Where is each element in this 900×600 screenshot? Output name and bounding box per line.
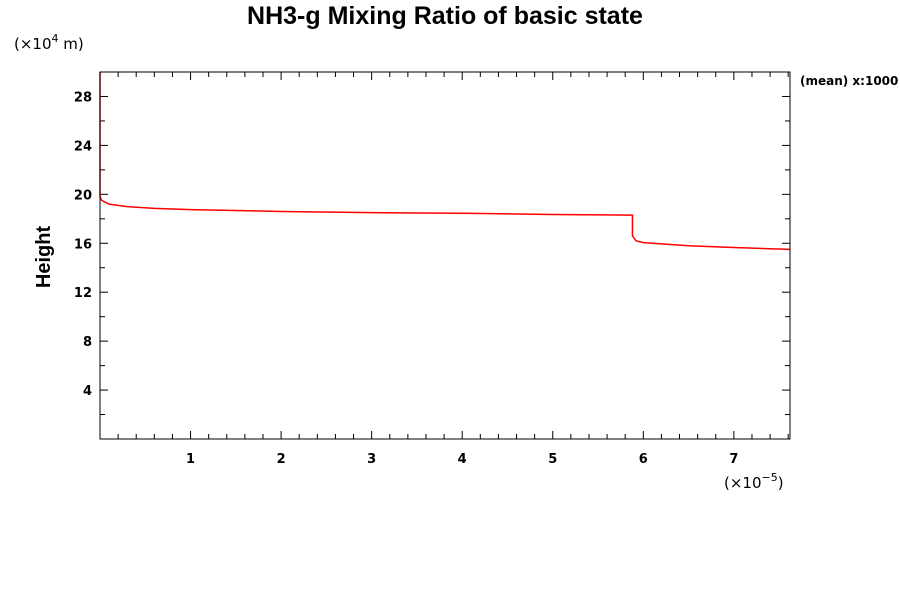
y-tick-label: 8 bbox=[83, 335, 92, 350]
y-axis-label: Height bbox=[33, 226, 55, 289]
plot-frame bbox=[99, 71, 791, 440]
y-tick-label: 20 bbox=[74, 188, 92, 203]
series-line bbox=[99, 72, 791, 251]
x-tick-label: 4 bbox=[458, 452, 467, 467]
y-tick-label: 24 bbox=[74, 139, 92, 154]
y-tick-label: 4 bbox=[83, 384, 92, 399]
y-scale-label: (×104 m) bbox=[14, 32, 84, 53]
y-tick-label: 12 bbox=[74, 286, 92, 301]
x-tick-label: 1 bbox=[186, 452, 195, 467]
x-tick-label: 3 bbox=[367, 452, 376, 467]
y-tick-label: 28 bbox=[74, 90, 92, 105]
x-tick-label: 5 bbox=[548, 452, 557, 467]
chart-title: NH3-g Mixing Ratio of basic state bbox=[247, 2, 643, 30]
x-scale-label: (×10−5) bbox=[724, 471, 784, 492]
y-tick-label: 16 bbox=[74, 237, 92, 252]
x-tick-label: 7 bbox=[729, 452, 738, 467]
x-tick-label: 2 bbox=[277, 452, 286, 467]
mean-note: (mean) x:1000 bbox=[800, 74, 898, 88]
x-tick-label: 6 bbox=[639, 452, 648, 467]
